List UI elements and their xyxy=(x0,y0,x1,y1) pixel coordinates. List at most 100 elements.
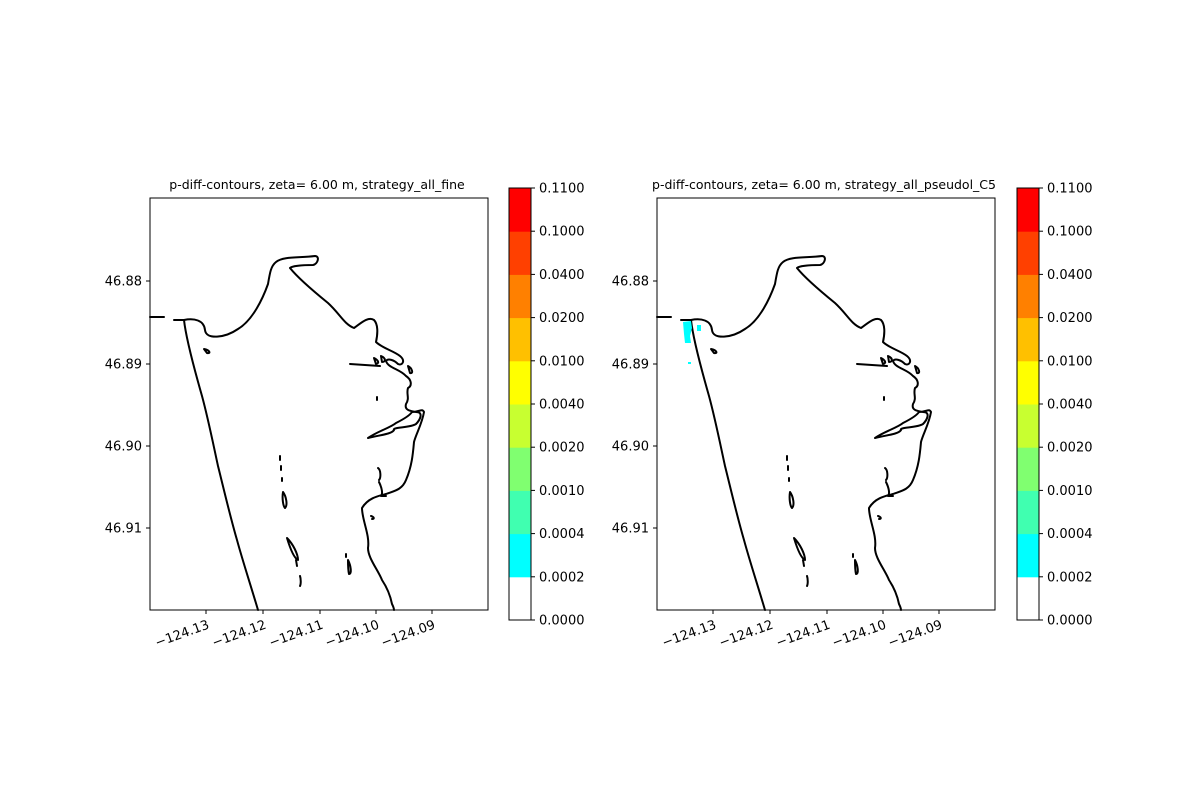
colorbar-segment xyxy=(509,317,531,362)
colorbar-segment xyxy=(509,490,531,535)
x-tick-label: −124.10 xyxy=(830,618,888,651)
island-2 xyxy=(880,357,887,365)
island-12 xyxy=(295,559,298,567)
colorbar-tick-label: 0.0010 xyxy=(539,484,585,499)
colorbar-tick-label: 0.0010 xyxy=(1047,484,1093,499)
island-18 xyxy=(877,515,882,520)
island-13 xyxy=(299,575,302,587)
x-axis-left: −124.13−124.12−124.11−124.10−124.09 xyxy=(153,610,437,651)
y-tick-label: 46.91 xyxy=(612,522,649,537)
island-1 xyxy=(349,363,381,367)
colorbar-tick-label: 0.0040 xyxy=(539,398,585,413)
colorbar-left: 0.0000 0.0002 0.0004 0.0010 0.0020 0.0040 0.01… xyxy=(508,182,585,629)
x-tick-label: −124.13 xyxy=(153,618,211,651)
colorbar-segment xyxy=(509,188,531,232)
coastline-mainland xyxy=(680,319,766,611)
colorbar-segment xyxy=(1017,447,1039,491)
island-4 xyxy=(407,365,414,375)
island-3 xyxy=(887,355,893,363)
colorbar-tick-label: 0.0004 xyxy=(539,527,585,542)
colorbar-tick-label: 0.0100 xyxy=(539,354,585,369)
island-17 xyxy=(885,481,891,497)
island-18 xyxy=(370,515,375,520)
colorbar-tick-label: 0.0100 xyxy=(1047,354,1093,369)
island-10 xyxy=(788,491,795,509)
colorbar-segment xyxy=(1017,533,1039,578)
coastline-spit xyxy=(690,255,932,611)
island-4 xyxy=(914,365,921,375)
colorbar-segment xyxy=(1017,274,1039,319)
colorbar-segment xyxy=(509,274,531,319)
title-right: p-diff-contours, zeta= 6.00 m, strategy_… xyxy=(652,177,996,192)
island-17 xyxy=(378,481,384,497)
island-3 xyxy=(380,355,386,363)
x-tick-label: −124.11 xyxy=(267,618,325,651)
contour-fill-cyan xyxy=(683,321,701,364)
colorbar-tick-label: 0.0400 xyxy=(539,268,585,283)
island-11 xyxy=(793,537,806,561)
island-1 xyxy=(856,363,888,367)
y-tick-label: 46.88 xyxy=(612,275,649,290)
y-tick-label: 46.90 xyxy=(105,440,142,455)
island-5 xyxy=(203,348,211,355)
x-tick-label: −124.12 xyxy=(717,618,775,651)
panel-right: p-diff-contours, zeta= 6.00 m, strategy_… xyxy=(612,177,1093,651)
axes-frame-left xyxy=(149,197,489,611)
colorbar-tick-label: 0.1100 xyxy=(539,182,585,197)
colorbar-tick-label: 0.0004 xyxy=(1047,527,1093,542)
colorbar-tick-label: 0.0000 xyxy=(1047,614,1093,629)
colorbar-segment xyxy=(509,360,531,405)
island-15 xyxy=(347,559,352,575)
island-15 xyxy=(854,559,859,575)
y-tick-label: 46.89 xyxy=(612,358,649,373)
colorbar-segment xyxy=(1017,404,1039,448)
colorbar-tick-label: 0.1100 xyxy=(1047,182,1093,197)
colorbar-tick-label: 0.0400 xyxy=(1047,268,1093,283)
x-tick-label: −124.09 xyxy=(379,618,437,651)
colorbar-segment xyxy=(1017,576,1039,621)
colorbar-segment xyxy=(1017,231,1039,275)
colorbar-tick-label: 0.0000 xyxy=(539,614,585,629)
x-tick-label: −124.12 xyxy=(210,618,268,651)
colorbar-segment xyxy=(509,576,531,621)
colorbar-segment xyxy=(1017,360,1039,405)
coastline-right xyxy=(656,255,932,611)
axes-frame-right xyxy=(656,197,996,611)
y-axis-right: 46.88 46.89 46.90 46.91 xyxy=(612,275,657,537)
island-13 xyxy=(806,575,809,587)
coastline-left xyxy=(149,255,425,611)
island-2 xyxy=(373,357,380,365)
colorbar-segment xyxy=(509,447,531,491)
coastline-spit xyxy=(183,255,425,611)
colorbar-segment xyxy=(509,404,531,448)
colorbar-tick-label: 0.0002 xyxy=(539,570,585,585)
colorbar-segment xyxy=(509,533,531,578)
island-10 xyxy=(281,491,288,509)
colorbar-segment xyxy=(509,231,531,275)
colorbar-tick-label: 0.1000 xyxy=(539,225,585,240)
island-11 xyxy=(286,537,299,561)
colorbar-right: 0.0000 0.0002 0.0004 0.0010 0.0020 0.0040 0.01… xyxy=(1016,182,1093,629)
colorbar-tick-label: 0.1000 xyxy=(1047,225,1093,240)
y-tick-label: 46.91 xyxy=(105,522,142,537)
coastline-mainland xyxy=(173,319,259,611)
colorbar-tick-label: 0.0040 xyxy=(1047,398,1093,413)
panel-left: p-diff-contours, zeta= 6.00 m, strategy_… xyxy=(105,177,585,651)
y-axis-left: 46.88 46.89 46.90 46.91 xyxy=(105,275,150,537)
x-tick-label: −124.10 xyxy=(323,618,381,651)
colorbar-tick-label: 0.0002 xyxy=(1047,570,1093,585)
colorbar-tick-label: 0.0200 xyxy=(539,311,585,326)
colorbar-segment xyxy=(1017,188,1039,232)
colorbar-tick-label: 0.0020 xyxy=(1047,441,1093,456)
x-tick-label: −124.09 xyxy=(886,618,944,651)
island-5 xyxy=(710,348,718,355)
x-axis-right: −124.13−124.12−124.11−124.10−124.09 xyxy=(660,610,944,651)
x-tick-label: −124.13 xyxy=(660,618,718,651)
colorbar-segment xyxy=(1017,317,1039,362)
y-tick-label: 46.90 xyxy=(612,440,649,455)
island-16 xyxy=(377,467,382,481)
x-tick-label: −124.11 xyxy=(774,618,832,651)
colorbar-tick-label: 0.0200 xyxy=(1047,311,1093,326)
island-12 xyxy=(802,559,805,567)
y-tick-label: 46.89 xyxy=(105,358,142,373)
